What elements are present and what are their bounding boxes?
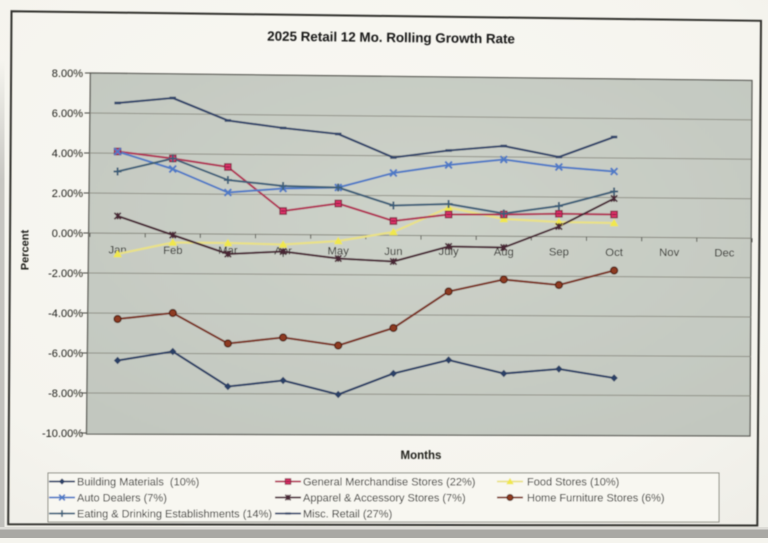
svg-text:General Merchandise Stores (22: General Merchandise Stores (22%) [303,476,475,488]
svg-text:Aug: Aug [494,246,514,258]
svg-text:-2.00%: -2.00% [48,268,83,280]
svg-text:6.00%: 6.00% [52,108,83,120]
svg-text:Feb: Feb [163,245,182,257]
svg-text:Sep: Sep [549,247,569,259]
svg-text:Eating & Drinking Establishmen: Eating & Drinking Establishments (14%) [77,508,272,520]
svg-text:-8.00%: -8.00% [48,388,83,400]
svg-text:0.00%: 0.00% [52,228,83,240]
svg-text:May: May [328,246,350,258]
svg-text:Apparel & Accessory Stores (7%: Apparel & Accessory Stores (7%) [303,492,466,504]
svg-text:Home Furniture Stores (6%): Home Furniture Stores (6%) [527,492,665,504]
svg-text:2025 Retail 12 Mo. Rolling Gro: 2025 Retail 12 Mo. Rolling Growth Rate [267,29,515,47]
svg-text:-6.00%: -6.00% [48,348,83,360]
svg-text:Percent: Percent [20,229,32,270]
svg-text:Months: Months [401,450,442,462]
svg-text:Nov: Nov [659,247,679,259]
svg-text:Food Stores (10%): Food Stores (10%) [527,476,619,488]
svg-text:Oct: Oct [605,247,623,259]
svg-text:July: July [439,246,459,258]
svg-text:8.00%: 8.00% [52,68,83,80]
svg-text:Misc. Retail (27%): Misc. Retail (27%) [303,508,392,520]
svg-text:Dec: Dec [714,248,734,260]
svg-text:4.00%: 4.00% [52,148,83,160]
svg-text:-10.00%: -10.00% [42,428,83,440]
svg-text:Auto Dealers (7%): Auto Dealers (7%) [77,492,167,504]
svg-text:-4.00%: -4.00% [48,308,83,320]
svg-text:2.00%: 2.00% [52,188,83,200]
svg-text:Building Materials (10%): Building Materials (10%) [77,476,199,488]
svg-text:Jun: Jun [384,246,402,258]
